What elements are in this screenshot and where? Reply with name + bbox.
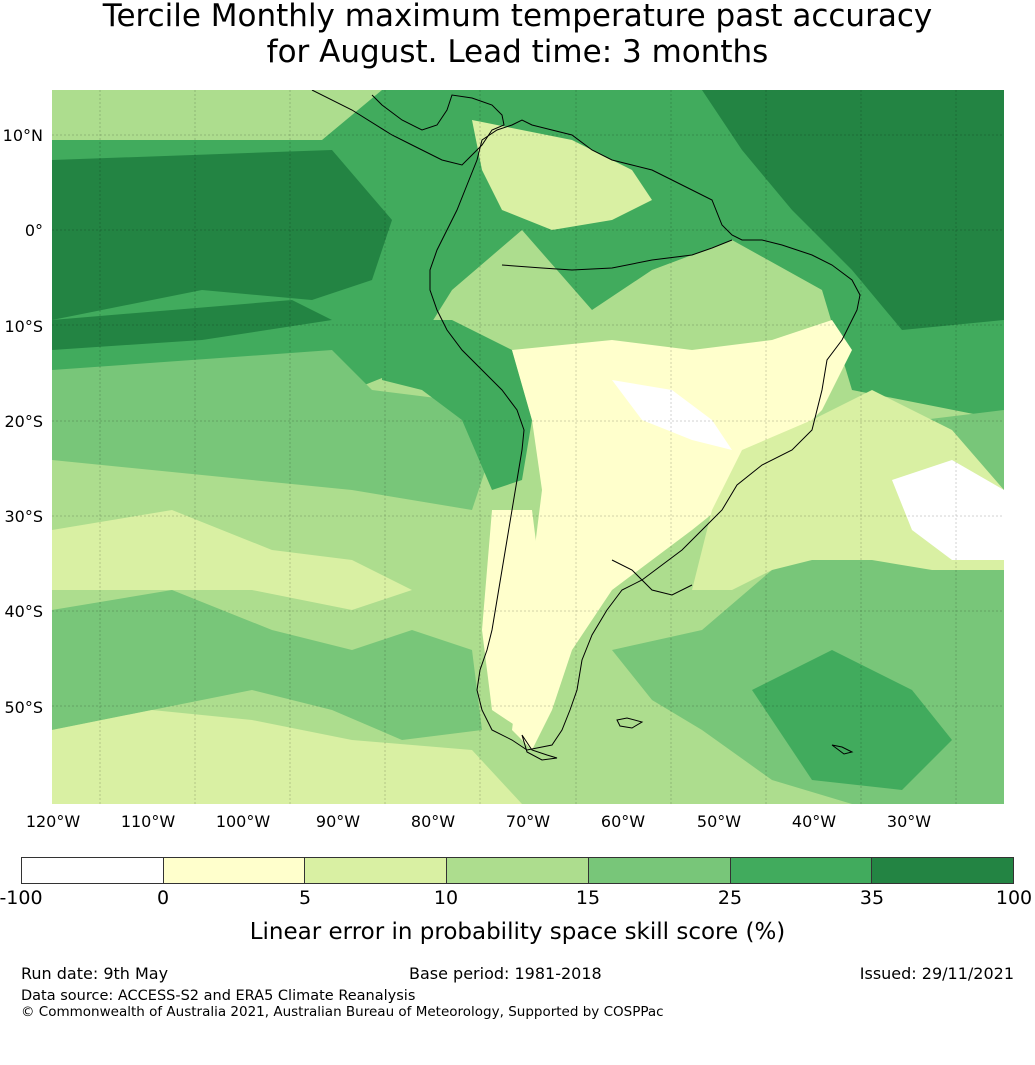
skill-region-peru-coast <box>382 320 532 490</box>
lon-label-70w: 70°W <box>505 812 551 831</box>
lat-label-20s: 20°S <box>4 412 43 431</box>
colorbar-segment <box>163 858 306 883</box>
copyright-notice: © Commonwealth of Australia 2021, Austra… <box>21 1004 664 1020</box>
coastline-rio-de-la-plata <box>611 559 693 596</box>
lon-label-30w: 30°W <box>886 812 932 831</box>
coastline-amazon-river <box>501 239 733 271</box>
colorbar-segment <box>872 858 1014 883</box>
gridlines <box>52 90 1004 804</box>
skill-region-pacific-mid <box>52 350 492 510</box>
skill-region-south-atlantic-high <box>752 650 952 790</box>
skill-region-tropical-core-south <box>52 300 332 350</box>
colorbar <box>21 857 1014 884</box>
lat-label-0: 0° <box>24 221 43 240</box>
run-date: Run date: 9th May <box>21 964 169 983</box>
issued-date: Issued: 29/11/2021 <box>859 964 1014 983</box>
colorbar-tick: -100 <box>0 887 43 909</box>
coastline-south-america <box>429 119 861 751</box>
colorbar-segment <box>447 858 589 883</box>
coastlines <box>311 90 861 761</box>
lon-label-90w: 90°W <box>315 812 361 831</box>
skill-region-amazon-low <box>472 120 652 230</box>
base-period: Base period: 1981-2018 <box>409 964 602 983</box>
map-title-line-1: Tercile Monthly maximum temperature past… <box>102 0 933 34</box>
colorbar-tick: 35 <box>859 887 885 909</box>
lon-label-50w: 50°W <box>696 812 742 831</box>
colorbar-tick: 100 <box>995 887 1033 909</box>
skill-score-map <box>52 90 1004 804</box>
lon-label-110w: 110°W <box>120 812 176 831</box>
lon-label-60w: 60°W <box>600 812 646 831</box>
lat-label-40s: 40°S <box>4 602 43 621</box>
map-title-line-2: for August. Lead time: 3 months <box>266 34 769 70</box>
skill-region-south-atlantic-negative <box>892 460 1004 560</box>
lon-label-80w: 80°W <box>410 812 456 831</box>
data-source: Data source: ACCESS-S2 and ERA5 Climate … <box>21 988 416 1004</box>
lat-label-10s: 10°S <box>4 317 43 336</box>
colorbar-tick: 10 <box>433 887 459 909</box>
colorbar-label: Linear error in probability space skill … <box>249 919 786 945</box>
colorbar-tick: 0 <box>156 887 170 909</box>
skill-region-brazil-interior <box>512 320 852 750</box>
colorbar-segment <box>22 858 164 883</box>
skill-region-pacific-low <box>52 510 412 610</box>
lon-label-40w: 40°W <box>791 812 837 831</box>
coastline-central-america <box>311 90 505 166</box>
skill-region-tropical-core-west <box>52 150 392 320</box>
colorbar-segment <box>588 858 731 883</box>
colorbar-tick: 5 <box>298 887 312 909</box>
lat-label-50s: 50°S <box>4 698 43 717</box>
skill-region-south-pacific-mid <box>52 590 482 740</box>
skill-region-patagonia-low <box>482 510 542 730</box>
colorbar-tick: 15 <box>575 887 601 909</box>
skill-region-brazil-negative <box>612 380 732 450</box>
coastline-falklands <box>616 717 644 729</box>
coastline-south-georgia <box>831 744 854 755</box>
lon-label-120w: 120°W <box>25 812 81 831</box>
lon-label-100w: 100°W <box>215 812 271 831</box>
skill-region-pacific-low-2 <box>52 710 522 804</box>
lat-label-30s: 30°S <box>4 507 43 526</box>
lat-label-10n: 10°N <box>2 126 43 145</box>
skill-region-tropical-core-east <box>702 90 1004 330</box>
colorbar-segment <box>305 858 448 883</box>
colorbar-segment <box>730 858 873 883</box>
colorbar-tick: 25 <box>717 887 743 909</box>
coastline-tierra-del-fuego <box>521 734 558 761</box>
